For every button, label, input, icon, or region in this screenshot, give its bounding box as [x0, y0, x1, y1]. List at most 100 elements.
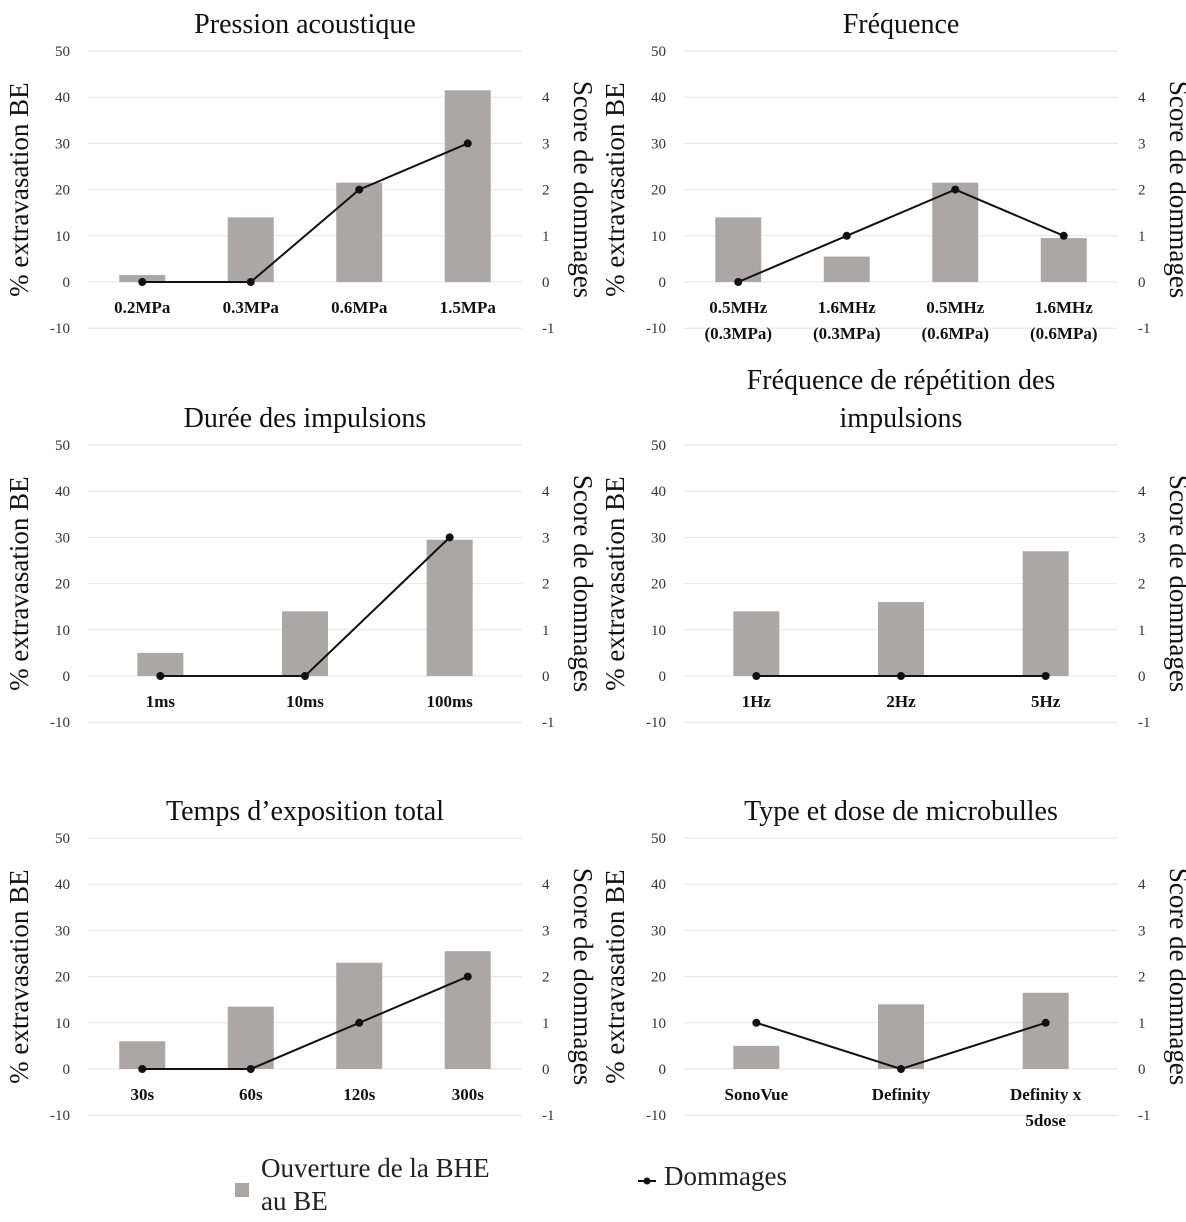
y2-tick-label: -1	[542, 715, 555, 731]
y-tick-label: 50	[651, 831, 666, 847]
damage-point	[246, 1065, 255, 1073]
y-tick-label: 20	[651, 183, 666, 199]
y2-tick-label: -1	[1138, 321, 1151, 337]
y-tick-label: 20	[651, 577, 666, 593]
x-tick-label: 100ms	[427, 692, 474, 711]
x-tick-label: Definity x	[1010, 1085, 1082, 1104]
damage-point	[138, 278, 147, 286]
damage-point	[951, 185, 960, 194]
x-tick-label: 5Hz	[1031, 692, 1061, 711]
y2-tick-label: 2	[542, 183, 550, 199]
y-tick-label: 30	[651, 530, 666, 546]
bar	[227, 217, 274, 282]
legend-bar-label: Ouverture de la BHE au BE	[261, 1152, 561, 1218]
y2-tick-label: 3	[1138, 136, 1146, 152]
bar	[733, 611, 780, 676]
x-tick-label: 2Hz	[886, 692, 916, 711]
y2-tick-label: 1	[1138, 1016, 1146, 1032]
x-tick-label: 1.6MHz	[1035, 298, 1094, 317]
y2-axis-label: Score de dommages	[1164, 81, 1186, 298]
chart-title-line: Pression acoustique	[194, 9, 416, 40]
x-tick-label: 300s	[452, 1085, 485, 1104]
y-axis-label: % extravasation BE	[4, 869, 34, 1083]
bar	[336, 182, 383, 282]
x-tick-label: 30s	[130, 1085, 154, 1104]
x-tick-label: Definity	[872, 1085, 931, 1104]
chart-title-line: Fréquence	[843, 9, 960, 40]
y2-tick-label: 1	[1138, 229, 1146, 245]
bar	[426, 539, 473, 676]
damage-point	[1041, 1018, 1050, 1027]
y2-tick-label: 1	[542, 623, 550, 639]
damage-point	[842, 231, 851, 240]
x-tick-label: 0.6MPa	[331, 298, 388, 317]
damage-point	[897, 672, 905, 680]
damage-point	[752, 1018, 761, 1027]
x-tick-label: 0.5MHz	[709, 298, 768, 317]
x-tick-label: 60s	[239, 1085, 263, 1104]
y2-tick-label: 2	[542, 970, 550, 986]
y2-tick-label: 1	[1138, 623, 1146, 639]
y2-tick-label: 3	[1138, 923, 1146, 939]
y2-tick-label: 3	[542, 530, 550, 546]
y2-tick-label: 0	[542, 1062, 550, 1078]
y2-tick-label: 1	[542, 1016, 550, 1032]
y-tick-label: 30	[651, 923, 666, 939]
y2-tick-label: 4	[542, 877, 550, 893]
damage-point	[1059, 231, 1068, 240]
x-tick-label: 1Hz	[742, 692, 772, 711]
y2-tick-label: 2	[1138, 577, 1146, 593]
y2-tick-label: 2	[1138, 970, 1146, 986]
legend-line-swatch	[638, 1177, 656, 1185]
chart-title-line: Fréquence de répétition des	[747, 365, 1056, 396]
y2-tick-label: 0	[542, 275, 550, 291]
y-tick-label: 0	[63, 275, 71, 291]
bar	[444, 951, 491, 1069]
damage-point	[1041, 672, 1050, 680]
y2-tick-label: -1	[1138, 1108, 1151, 1124]
y-tick-label: 50	[651, 438, 666, 454]
damage-point	[138, 1065, 147, 1073]
damage-point	[246, 278, 255, 286]
damage-point	[445, 533, 454, 542]
y2-tick-label: 1	[542, 229, 550, 245]
x-tick-label: 10ms	[286, 692, 324, 711]
bar	[733, 1045, 780, 1069]
y-tick-label: 0	[659, 275, 667, 291]
bar	[878, 602, 924, 676]
y-tick-label: 30	[55, 530, 70, 546]
y2-tick-label: 4	[542, 484, 550, 500]
y-tick-label: 20	[55, 577, 70, 593]
y-tick-label: 40	[651, 484, 666, 500]
y2-tick-label: 4	[1138, 484, 1146, 500]
x-tick-label: (0.6MPa)	[1030, 324, 1098, 343]
y-tick-label: 0	[659, 1062, 667, 1078]
y-tick-label: 0	[63, 1062, 71, 1078]
y-tick-label: 40	[651, 877, 666, 893]
y-tick-label: -10	[646, 715, 666, 731]
y-tick-label: 50	[55, 831, 70, 847]
damage-line	[142, 142, 469, 283]
damage-point	[301, 672, 309, 680]
bar	[119, 1041, 166, 1069]
y2-tick-label: 4	[1138, 877, 1146, 893]
y2-tick-label: 0	[1138, 275, 1146, 291]
legend-bar-label-line2: au BE	[261, 1186, 328, 1216]
bar	[137, 652, 184, 676]
y-tick-label: 50	[651, 44, 666, 60]
y2-tick-label: 0	[542, 669, 550, 685]
y-tick-label: 20	[55, 970, 70, 986]
y-tick-label: 0	[63, 669, 71, 685]
x-tick-label: (0.3MPa)	[704, 324, 772, 343]
y2-tick-label: 2	[1138, 183, 1146, 199]
x-tick-label: 1ms	[146, 692, 176, 711]
y-tick-label: 20	[651, 970, 666, 986]
y-tick-label: 40	[651, 90, 666, 106]
y-tick-label: -10	[50, 321, 70, 337]
y-tick-label: 10	[55, 1016, 70, 1032]
bar	[282, 611, 328, 676]
damage-line	[142, 975, 469, 1070]
